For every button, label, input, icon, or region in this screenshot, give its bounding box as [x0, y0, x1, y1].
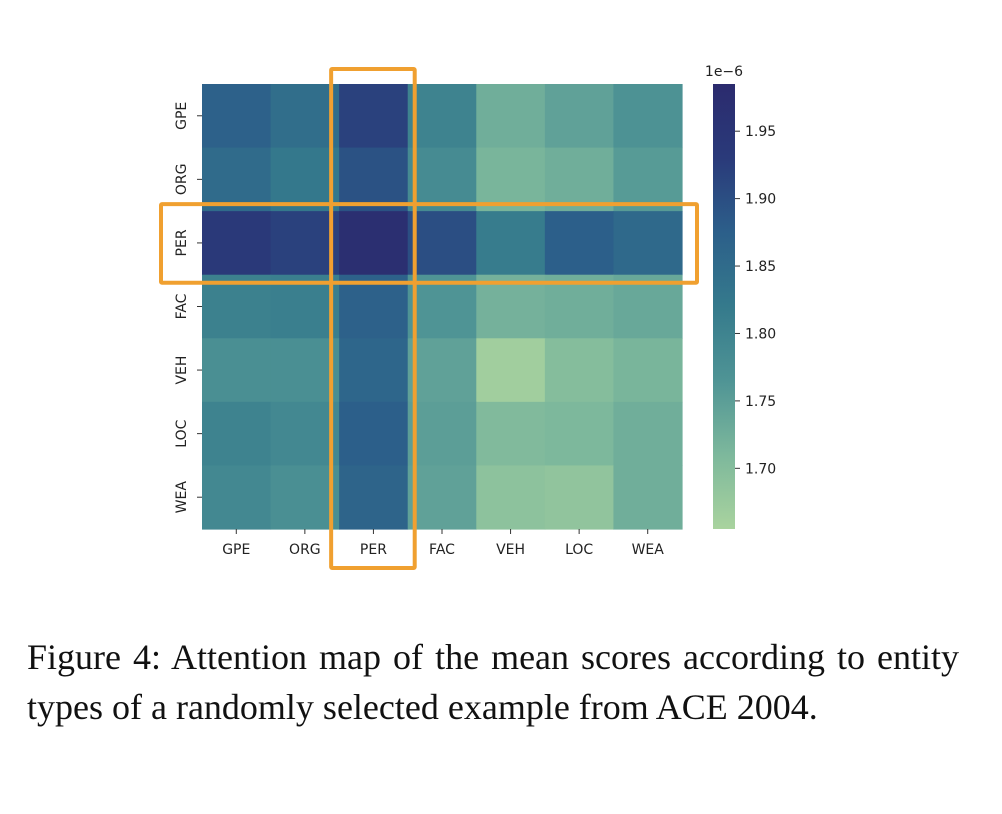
x-tick-label-loc: LOC — [565, 542, 593, 558]
highlight-column-per — [329, 67, 417, 570]
heatmap-cell-fac-per — [339, 274, 409, 339]
heatmap-cell-gpe-loc — [544, 84, 615, 149]
colorbar-offset-label: 1e−6 — [705, 64, 743, 80]
heatmap-cell-loc-fac — [407, 401, 477, 467]
heatmap-cell-fac-org — [270, 274, 340, 339]
heatmap-cell-per-loc — [544, 211, 615, 276]
colorbar-tick-label: 1.80 — [745, 326, 776, 342]
y-tick-label-wea: WEA — [174, 481, 190, 514]
heatmap-cell-veh-per — [339, 338, 409, 403]
heatmap-cell-org-per — [339, 147, 409, 212]
heatmap-cell-gpe-fac — [407, 84, 477, 149]
y-tick-label-org: ORG — [174, 164, 190, 196]
heatmap-cell-gpe-veh — [476, 84, 546, 149]
heatmap-cell-gpe-org — [270, 84, 340, 149]
heatmap-cell-fac-fac — [407, 274, 477, 339]
heatmap-cell-veh-fac — [407, 338, 477, 403]
heatmap-svg: GPE ORG PER FAC VEH LOC WEA GPE ORG PER FAC VEH LOC W… — [159, 64, 776, 570]
heatmap-cell-wea-org — [270, 465, 340, 530]
heatmap-cell-loc-per — [339, 401, 409, 467]
heatmap-cell-loc-org — [270, 401, 340, 467]
heatmap-cell-org-loc — [544, 147, 615, 212]
y-tick-label-loc: LOC — [174, 419, 190, 447]
heatmap-cell-veh-loc — [544, 338, 615, 403]
y-tick-label-gpe: GPE — [174, 102, 190, 130]
heatmap-cell-wea-gpe — [202, 465, 272, 530]
heatmap-cell-org-wea — [613, 147, 683, 212]
colorbar-tick-label: 1.70 — [745, 461, 776, 477]
heatmap-cell-wea-veh — [476, 465, 546, 530]
heatmap-cell-fac-gpe — [202, 274, 272, 339]
heatmap-cell-loc-veh — [476, 401, 546, 467]
heatmap-cell-loc-loc — [544, 401, 615, 467]
x-tick-label-wea: WEA — [632, 542, 665, 558]
heatmap-cell-loc-wea — [613, 401, 683, 467]
heatmap-cell-wea-wea — [613, 465, 683, 530]
heatmap-cell-wea-per — [339, 465, 409, 530]
heatmap-cell-per-per — [339, 211, 409, 276]
colorbar — [713, 84, 735, 529]
attention-heatmap-figure: GPE ORG PER FAC VEH LOC WEA GPE ORG PER FAC VEH LOC W… — [159, 64, 776, 570]
colorbar-tick-label: 1.90 — [745, 192, 776, 208]
heatmap-cell-veh-veh — [476, 338, 546, 403]
heatmap-cell-gpe-wea — [613, 84, 683, 149]
heatmap-cell-org-gpe — [202, 147, 272, 212]
heatmap-cell-fac-wea — [613, 274, 683, 339]
heatmap-cell-veh-gpe — [202, 338, 272, 403]
heatmap-cell-gpe-gpe — [202, 84, 272, 149]
heatmap-cell-per-fac — [407, 211, 477, 276]
y-tick-label-fac: FAC — [174, 293, 190, 319]
x-tick-label-per: PER — [360, 542, 387, 558]
heatmap-cell-per-org — [270, 211, 340, 276]
heatmap-cell-org-org — [270, 147, 340, 212]
heatmap-cell-veh-org — [270, 338, 340, 403]
highlight-row-per — [159, 202, 699, 285]
heatmap-cell-org-veh — [476, 147, 546, 212]
heatmap-cell-org-fac — [407, 147, 477, 212]
heatmap-cell-fac-veh — [476, 274, 546, 339]
y-tick-label-per: PER — [174, 229, 190, 256]
heatmap-cell-per-veh — [476, 211, 546, 276]
colorbar-tick-label: 1.75 — [745, 394, 776, 410]
colorbar-tick-label: 1.85 — [745, 259, 776, 275]
colorbar-tick-label: 1.95 — [745, 124, 776, 140]
y-tick-label-veh: VEH — [174, 356, 190, 385]
figure-caption: Figure 4: Attention map of the mean scor… — [27, 637, 959, 727]
heatmap-cell-wea-fac — [407, 465, 477, 530]
heatmap-cell-loc-gpe — [202, 401, 272, 467]
x-tick-label-gpe: GPE — [222, 542, 250, 558]
heatmap-cell-fac-loc — [544, 274, 615, 339]
x-tick-label-veh: VEH — [496, 542, 525, 558]
heatmap-cell-wea-loc — [544, 465, 615, 530]
heatmap-cell-gpe-per — [339, 84, 409, 149]
x-tick-label-fac: FAC — [429, 542, 455, 558]
x-tick-label-org: ORG — [289, 542, 321, 558]
heatmap-cell-per-gpe — [202, 211, 272, 276]
heatmap-cell-per-wea — [613, 211, 683, 276]
heatmap-cell-veh-wea — [613, 338, 683, 403]
